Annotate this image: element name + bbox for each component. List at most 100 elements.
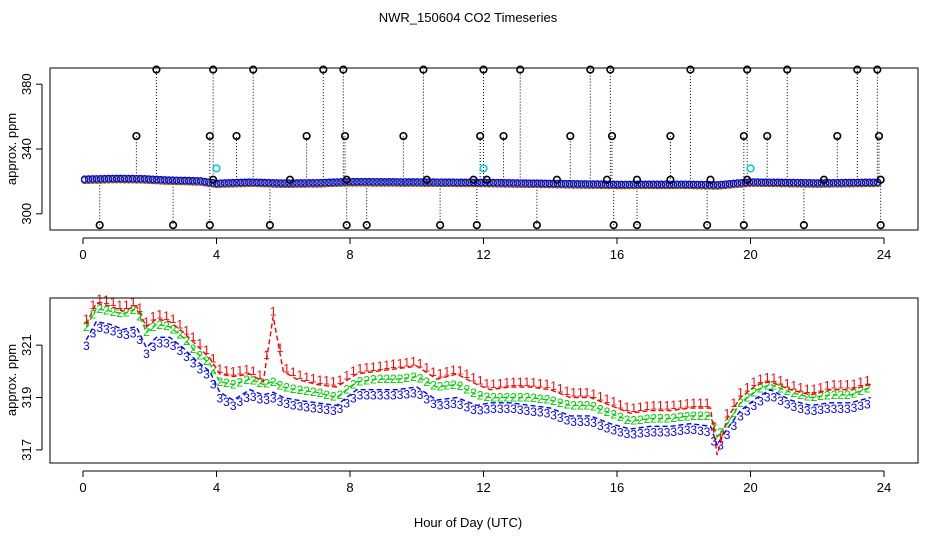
bottom-series-marker: 1 xyxy=(330,375,337,389)
bottom-series-marker: 1 xyxy=(417,356,424,370)
bottom-series-marker: 1 xyxy=(277,341,284,355)
top-baseline-point xyxy=(277,179,285,187)
top-baseline-point xyxy=(385,178,393,186)
top-baseline-point xyxy=(317,178,325,187)
bottom-series-marker: 2 xyxy=(257,376,264,390)
bottom-series-marker: 1 xyxy=(163,309,170,323)
top-baseline-point xyxy=(729,179,738,188)
top-outlier-point xyxy=(819,175,829,184)
bottom-series-marker: 2 xyxy=(410,370,417,384)
bottom-series-marker: 2 xyxy=(190,342,197,356)
bottom-series-marker: 2 xyxy=(156,318,163,332)
top-outlier-point xyxy=(783,65,792,74)
top-baseline-point xyxy=(689,180,698,189)
bottom-series-marker: 1 xyxy=(297,368,304,382)
bottom-series-marker: 1 xyxy=(310,372,317,386)
bottom-series-marker: 2 xyxy=(290,382,297,396)
top-x-tick-label: 8 xyxy=(346,247,353,262)
bottom-series-marker: 2 xyxy=(110,305,117,319)
top-baseline-point xyxy=(389,178,397,186)
top-outlier-point xyxy=(607,131,617,141)
top-baseline-point xyxy=(801,178,810,187)
bottom-series-marker: 3 xyxy=(777,394,784,408)
top-baseline-point xyxy=(397,178,405,186)
bottom-series-marker: 1 xyxy=(457,364,464,378)
bottom-series-marker: 3 xyxy=(677,424,684,438)
bottom-series-marker: 1 xyxy=(196,336,203,350)
bottom-series-marker: 3 xyxy=(771,390,778,404)
bottom-series-marker: 2 xyxy=(817,389,824,403)
bottom-series-marker: 3 xyxy=(570,415,577,429)
bottom-series-marker: 2 xyxy=(497,391,504,405)
top-baseline-point xyxy=(517,179,526,187)
bottom-series-marker: 1 xyxy=(190,330,197,344)
bottom-series-marker: 3 xyxy=(403,387,410,401)
top-baseline-point xyxy=(309,179,317,187)
top-baseline-point xyxy=(829,178,838,187)
bottom-series-marker: 3 xyxy=(243,391,250,405)
bottom-series-marker: 1 xyxy=(463,367,470,381)
bottom-series-marker: 2 xyxy=(310,385,317,399)
top-baseline-point xyxy=(637,180,646,189)
top-baseline-point xyxy=(124,174,133,183)
top-baseline-point xyxy=(861,178,870,187)
top-outlier-point xyxy=(205,131,214,141)
bottom-series-marker: 3 xyxy=(303,400,310,414)
bottom-series-marker: 3 xyxy=(597,419,604,433)
bottom-series-marker: 2 xyxy=(677,410,684,424)
bottom-series-marker: 2 xyxy=(357,374,364,388)
bottom-series-marker: 3 xyxy=(357,389,364,403)
top-baseline-point xyxy=(685,180,694,189)
bottom-series-marker: 2 xyxy=(684,409,691,423)
top-baseline-point xyxy=(193,176,201,185)
bottom-series-marker: 2 xyxy=(844,388,851,402)
bottom-series-marker: 2 xyxy=(610,408,617,422)
bottom-series-marker: 1 xyxy=(477,374,484,388)
bottom-y-tick-label: 321 xyxy=(19,334,34,356)
bottom-series-marker: 1 xyxy=(397,356,404,370)
top-baseline-point xyxy=(249,178,257,187)
bottom-series-marker: 3 xyxy=(657,425,664,439)
bottom-series-marker: 3 xyxy=(297,400,304,414)
bottom-series-marker: 3 xyxy=(277,395,284,409)
top-baseline-point xyxy=(333,178,341,186)
bottom-series-line xyxy=(85,307,871,439)
top-baseline-point xyxy=(237,178,245,187)
bottom-series-marker: 2 xyxy=(123,305,130,319)
bottom-series-marker: 3 xyxy=(483,402,490,416)
top-baseline-point xyxy=(613,180,622,189)
top-baseline-point xyxy=(445,178,453,187)
bottom-series-marker: 2 xyxy=(437,380,444,394)
bottom-series-marker: 2 xyxy=(797,388,804,402)
bottom-x-tick-label: 20 xyxy=(743,480,757,495)
top-baseline-point xyxy=(461,178,469,187)
bottom-series-marker: 2 xyxy=(457,379,464,393)
top-baseline-point xyxy=(128,174,137,183)
top-baseline-markers xyxy=(80,174,882,190)
top-outlier-point xyxy=(743,175,752,184)
bottom-series-marker: 1 xyxy=(697,396,704,410)
bottom-series-marker: 3 xyxy=(584,415,591,429)
bottom-series-marker: 1 xyxy=(844,378,851,392)
bottom-series-marker: 1 xyxy=(216,362,223,376)
bottom-series-3: 33 3 3 3 3 3 3 33 3 3 3 3 3 3 3 3 333 3 3 3 3 3 3 3 3 3 3 3 3 3 3 3 3 3 3 3… xyxy=(83,320,871,452)
top-baseline-point xyxy=(541,179,550,188)
top-baseline-point xyxy=(273,179,281,187)
top-baseline-point xyxy=(120,174,129,183)
bottom-series-marker: 2 xyxy=(136,309,143,323)
x-axis-label: Hour of Day (UTC) xyxy=(414,515,522,530)
bottom-series-marker: 1 xyxy=(283,361,290,375)
top-baseline-point xyxy=(189,176,197,185)
bottom-series-marker: 1 xyxy=(90,298,97,312)
bottom-series-marker: 3 xyxy=(804,404,811,418)
bottom-series-marker: 3 xyxy=(230,399,237,413)
top-baseline-point xyxy=(136,174,145,183)
bottom-series-marker: 1 xyxy=(257,368,264,382)
top-baseline-point xyxy=(201,177,209,186)
bottom-series-marker: 3 xyxy=(684,423,691,437)
top-baseline-point xyxy=(529,179,538,187)
bottom-series-marker: 1 xyxy=(657,399,664,413)
bottom-series-marker: 3 xyxy=(190,357,197,371)
bottom-series-marker: 3 xyxy=(143,347,150,361)
top-baseline-point xyxy=(96,174,105,183)
